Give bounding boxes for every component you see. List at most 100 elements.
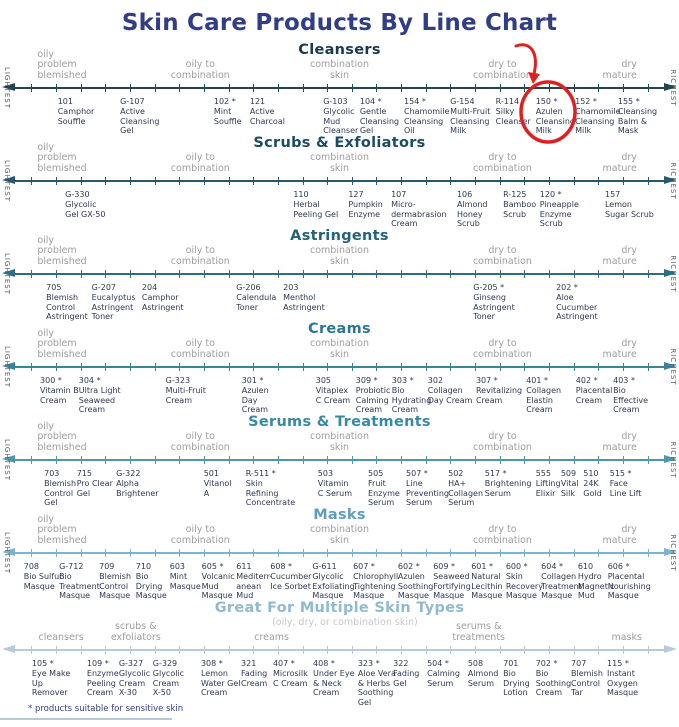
section-header: Astringents oily problem blemished oily to…: [0, 228, 679, 268]
axis-tick: [623, 646, 625, 654]
axis-tick: [302, 177, 304, 185]
axis-tick: [351, 646, 353, 654]
axis-arrow-left: [2, 362, 15, 370]
product-label: 115 * Instant Oxygen Masque: [607, 659, 639, 698]
products-row: 703 Blemish Control Gel 715 Pro Clear Gel…: [0, 466, 679, 507]
axis-tick: [425, 549, 427, 557]
product-label: G-323 Multi-Fruit Cream: [165, 376, 206, 405]
axis-tick: [450, 549, 452, 557]
product-label: G-154 Multi-Fruit Cleansing Milk: [450, 97, 491, 136]
axis-band: LIGHTEST RICHEST: [0, 160, 679, 202]
axis-tick: [327, 549, 329, 557]
axis-scale-richest: RICHEST: [669, 69, 677, 107]
axis-scale-lightest: LIGHTEST: [3, 159, 11, 203]
product-label: 309 * Probiotic Calming Cream: [355, 376, 391, 415]
product-label: G-712 Bio Treatment Masque: [59, 562, 100, 601]
axis-tick: [524, 549, 526, 557]
axis-tick: [647, 549, 649, 557]
axis-tick: [376, 84, 378, 92]
axis-scale-lightest: LIGHTEST: [3, 531, 11, 575]
axis-tick: [80, 270, 82, 278]
axis-tick: [80, 646, 82, 654]
axis-tick: [327, 456, 329, 464]
product-label: 127 Pumpkin Enzyme: [348, 190, 383, 219]
axis-tick: [80, 456, 82, 464]
axis-tick: [179, 177, 181, 185]
axis-arrow-left: [2, 176, 15, 184]
product-label: 515 * Face Line Lift: [609, 469, 642, 498]
product-label: 204 Camphor Astringent: [141, 283, 184, 312]
axis-band: LIGHTEST RICHEST: [0, 532, 679, 574]
product-label: 702 * Bio Soothing Cream: [535, 659, 572, 698]
axis-line: [15, 366, 664, 368]
axis-tick: [499, 84, 501, 92]
axis-tick: [327, 84, 329, 92]
axis-tick: [573, 646, 575, 654]
axis-tick: [425, 646, 427, 654]
axis-tick: [401, 84, 403, 92]
axis-tick: [105, 549, 107, 557]
skin-type-label: oily to combination: [170, 245, 230, 267]
axis-tick: [475, 270, 477, 278]
axis-tick: [228, 363, 230, 371]
axis-arrow-left: [2, 645, 15, 653]
product-label: 609 * Seaweed Fortifying Masque: [433, 562, 471, 601]
axis-tick: [302, 363, 304, 371]
skin-type-label: oily to combination: [170, 524, 230, 546]
axis-tick: [179, 84, 181, 92]
axis-tick: [425, 456, 427, 464]
skin-type-label: masks: [611, 631, 642, 643]
axis-tick: [31, 646, 33, 654]
product-label: 152 * Chamomile Cleansing Milk: [575, 97, 621, 136]
skin-type-label: dry to combination: [472, 431, 532, 453]
product-label: 710 Bio Drying Masque: [135, 562, 167, 601]
section-masks: Masks oily problem blemished oily to combi…: [0, 507, 679, 600]
section-serums-treatments: Serums & Treatments oily problem blemishe…: [0, 414, 679, 507]
axis-tick: [475, 456, 477, 464]
product-label: 606 * Placental Nourishing Masque: [607, 562, 651, 601]
product-label: 707 Blemish Control Tar: [571, 659, 603, 698]
axis-tick: [31, 270, 33, 278]
axis-arrow-left: [2, 83, 15, 91]
product-label: 104 * Gentle Cleansing Gel: [359, 97, 400, 136]
product-label: G-329 Glycolic Cream X-50: [152, 659, 185, 698]
axis-tick: [401, 177, 403, 185]
axis-tick: [450, 646, 452, 654]
axis-tick: [376, 456, 378, 464]
axis-tick: [351, 456, 353, 464]
product-label: 611 Mediterr- anean Mud: [236, 562, 273, 601]
product-label: 321 Fading Cream: [241, 659, 268, 688]
skin-type-label: oily problem blemished: [37, 513, 87, 546]
axis-tick: [129, 84, 131, 92]
skin-type-label: dry mature: [602, 245, 637, 267]
products-row: 705 Blemish Control Astringent G-207 Euca…: [0, 280, 679, 321]
product-label: 203 Menthol Astringent: [283, 283, 325, 312]
product-label: G-322 Alpha Brightener: [116, 469, 159, 498]
product-label: 106 Almond Honey Scrub: [456, 190, 488, 229]
product-label: R-114 * Silky Cleanser: [495, 97, 531, 126]
skin-type-label: combination skin: [310, 152, 369, 174]
section-header: Cleansers oily problem blemished oily to c…: [0, 42, 679, 82]
axis-tick: [573, 549, 575, 557]
axis-tick: [623, 456, 625, 464]
axis-tick: [154, 646, 156, 654]
page-title: Skin Care Products By Line Chart: [121, 10, 558, 36]
chart-sections: Cleansers oily problem blemished oily to c…: [0, 42, 679, 707]
axis-tick: [302, 646, 304, 654]
axis-tick: [499, 646, 501, 654]
axis-tick: [524, 270, 526, 278]
axis-tick: [228, 270, 230, 278]
axis-arrow-right: [664, 548, 677, 556]
skin-type-label: dry to combination: [472, 338, 532, 360]
axis-tick: [598, 363, 600, 371]
axis-tick: [179, 646, 181, 654]
axis-tick: [425, 270, 427, 278]
product-label: G-327 Glycolic Cream X-30: [118, 659, 151, 698]
axis-arrow-right: [664, 645, 677, 653]
axis-tick: [549, 84, 551, 92]
axis-arrow-right: [664, 176, 677, 184]
product-label: 402 * Placental Cream: [575, 376, 613, 405]
skin-type-label: scrubs & exfoliators: [110, 621, 161, 643]
axis-tick: [475, 84, 477, 92]
axis-tick: [154, 84, 156, 92]
